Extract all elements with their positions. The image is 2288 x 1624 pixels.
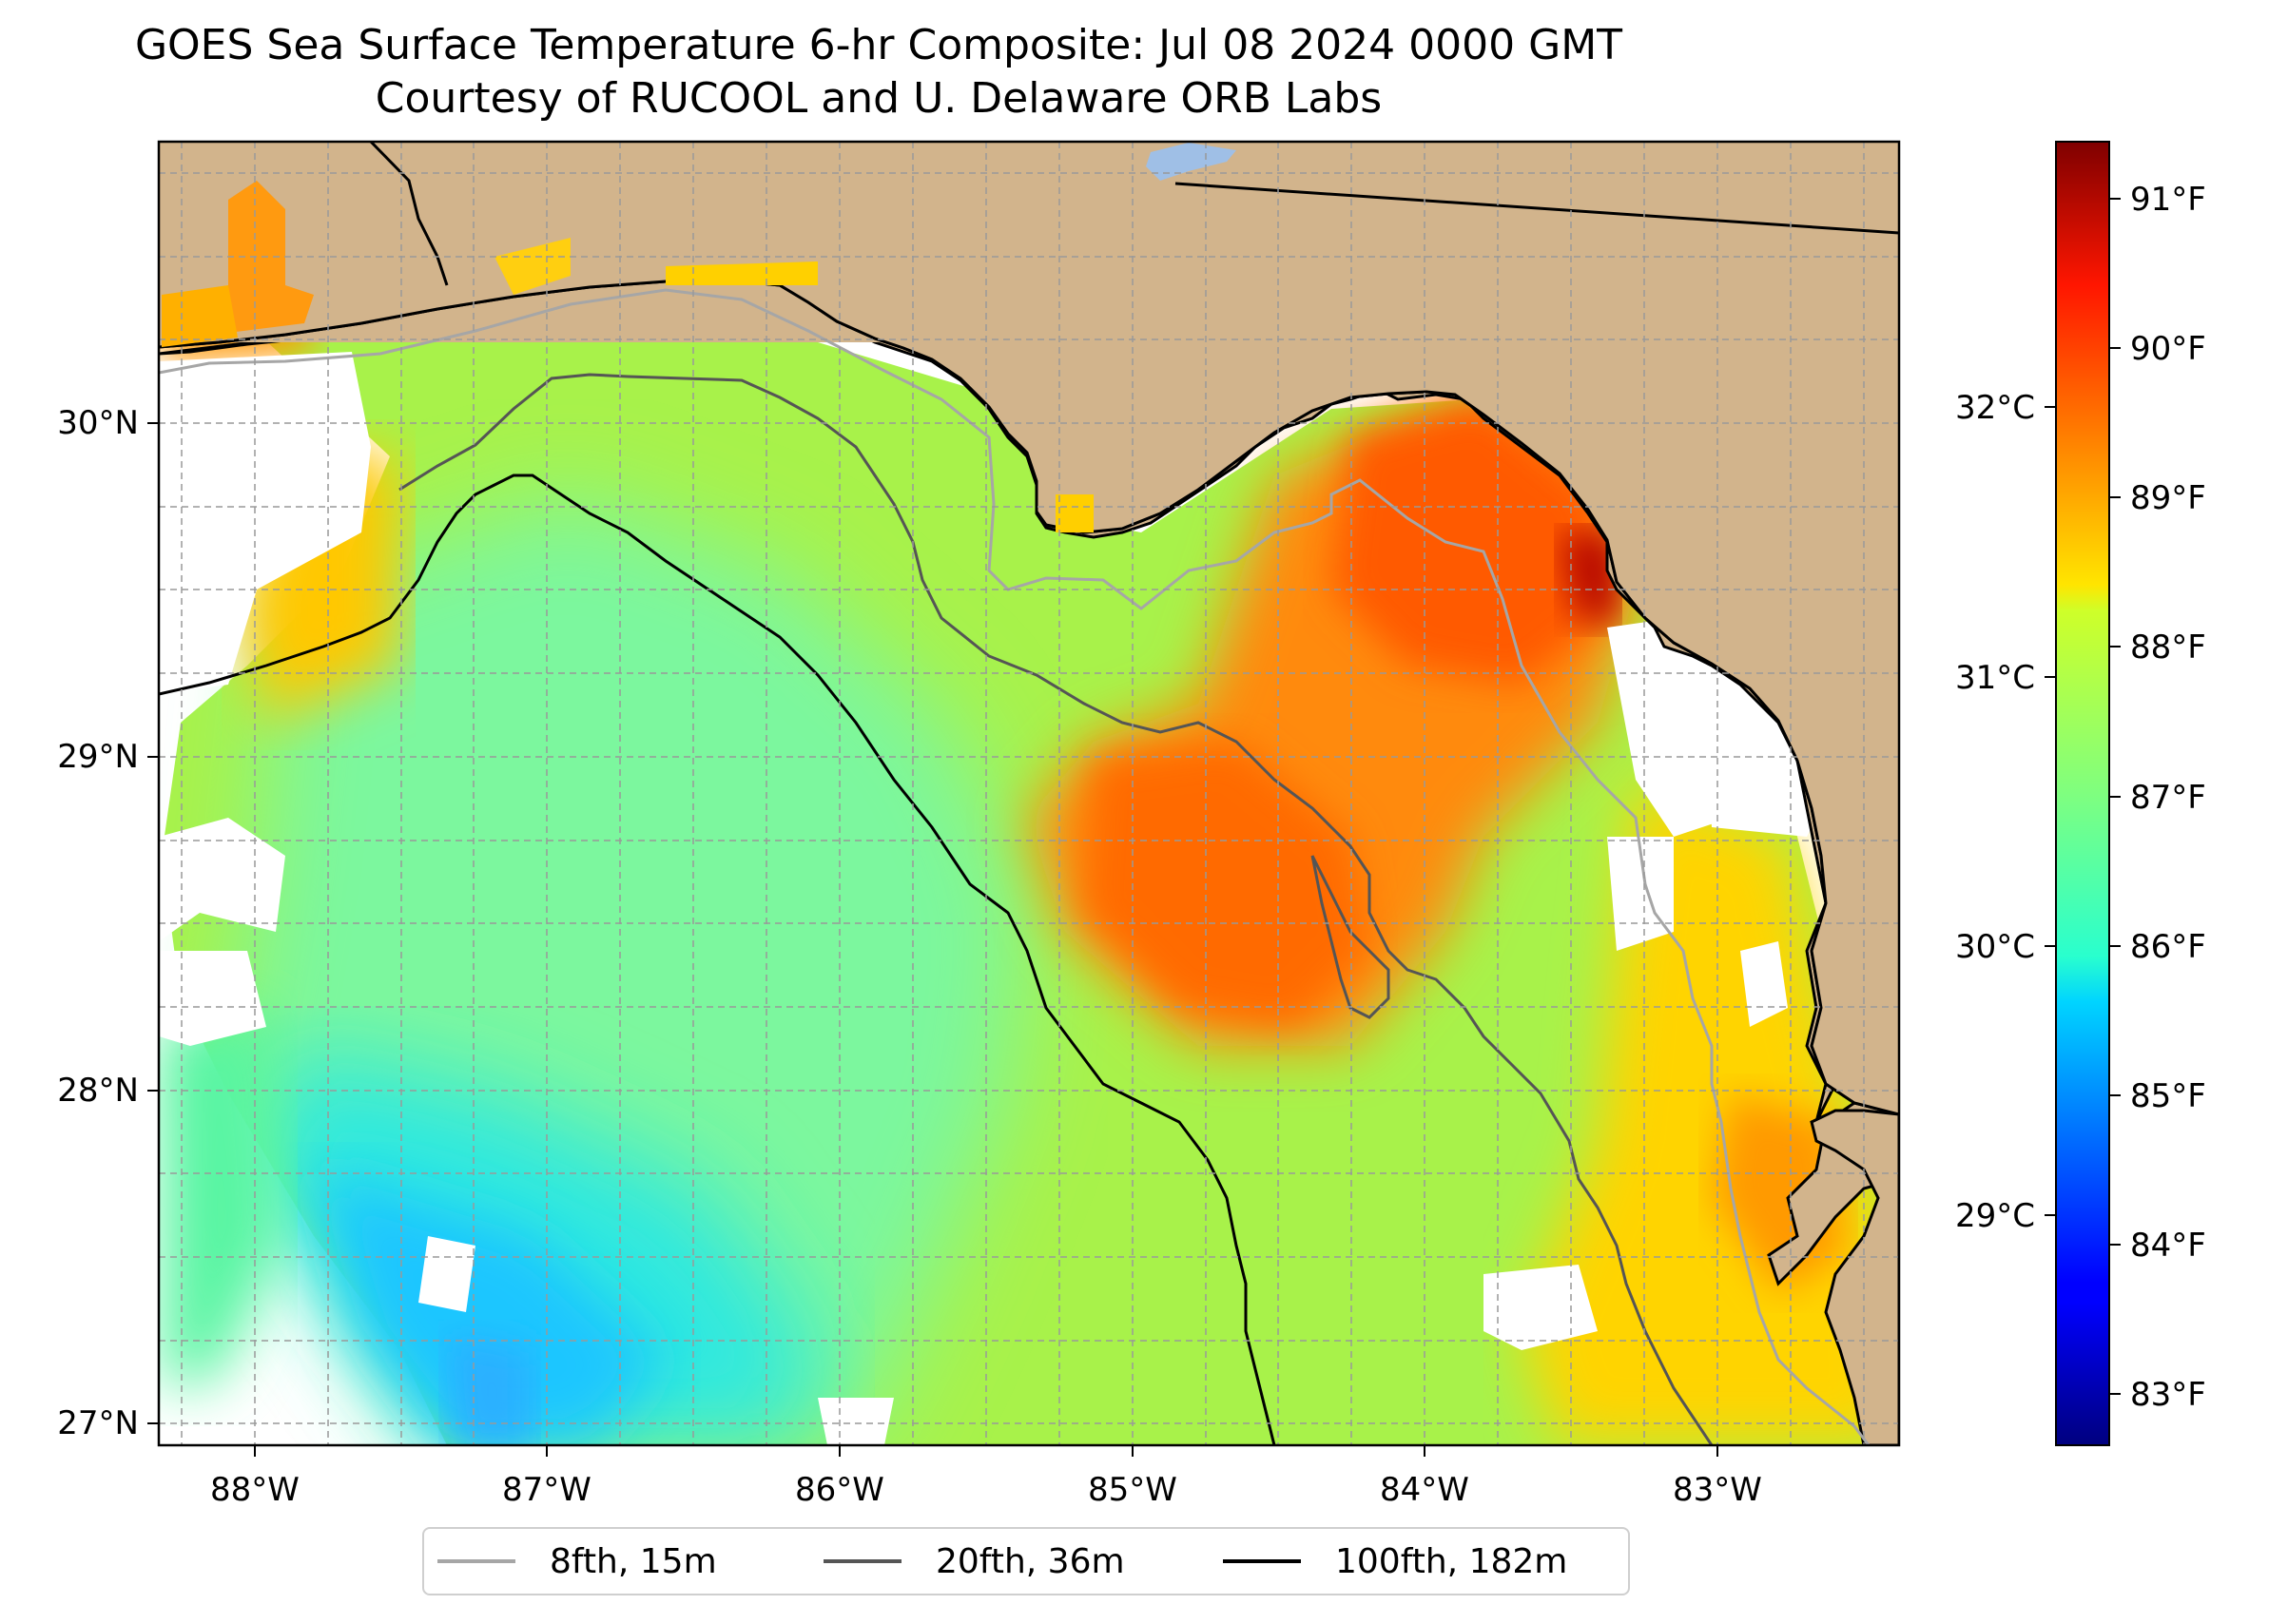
lon-tick-label: 84°W — [1380, 1471, 1469, 1509]
inland-lake — [1146, 143, 1236, 181]
lat-tick-labels: 27°N 28°N 29°N 30°N — [57, 404, 139, 1442]
lon-tick-label: 85°W — [1088, 1471, 1177, 1509]
legend-item-100fth: 100fth, 182m — [1223, 1529, 1567, 1594]
colorbar-f-label: 89°F — [2130, 479, 2206, 517]
legend-swatch-8fth — [437, 1559, 515, 1563]
lon-tick-label: 87°W — [502, 1471, 591, 1509]
colorbar-c-label: 29°C — [1955, 1197, 2035, 1235]
colorbar-c-label: 32°C — [1955, 389, 2035, 427]
legend-swatch-100fth — [1223, 1559, 1301, 1563]
lat-tick-label: 30°N — [57, 404, 139, 442]
lat-tick-label: 28°N — [57, 1072, 139, 1110]
lat-tick-label: 29°N — [57, 738, 139, 776]
legend-label: 100fth, 182m — [1335, 1541, 1568, 1581]
gridlines — [159, 142, 1899, 1445]
colorbar-f-label: 83°F — [2130, 1376, 2206, 1414]
lon-tick-label: 83°W — [1673, 1471, 1762, 1509]
colorbar — [2055, 141, 2110, 1446]
bay-warm-2 — [162, 285, 238, 347]
legend-item-20fth: 20fth, 36m — [824, 1529, 1125, 1594]
land-tampa — [1810, 1109, 1899, 1445]
colorbar-f-label: 90°F — [2130, 330, 2206, 368]
land-fill-east — [159, 142, 1899, 1114]
contour-legend: 8fth, 15m 20fth, 36m 100fth, 182m — [422, 1527, 1630, 1595]
state-border — [1174, 182, 1899, 235]
lon-tick-label: 88°W — [210, 1471, 300, 1509]
colorbar-f-label: 85°F — [2130, 1077, 2206, 1115]
colorbar-f-label: 87°F — [2130, 779, 2206, 817]
lon-tick-labels: 88°W 87°W 86°W 85°W 84°W 83°W — [210, 1471, 1762, 1509]
colorbar-ticks — [2045, 198, 2121, 1395]
colorbar-f-label: 91°F — [2130, 181, 2206, 219]
map-title: GOES Sea Surface Temperature 6-hr Compos… — [134, 21, 1623, 69]
bay-warm-1 — [228, 181, 314, 333]
colorbar-c-label: 30°C — [1955, 928, 2035, 966]
contour-20fth — [398, 373, 1714, 1445]
bay-warm-5 — [1056, 494, 1094, 532]
contour-100fth — [159, 474, 1276, 1445]
legend-label: 8fth, 15m — [550, 1541, 717, 1581]
map-panel — [159, 142, 1899, 1445]
colorbar-f-label: 86°F — [2130, 928, 2206, 966]
axis-ticks — [147, 422, 1718, 1457]
bay-warm-3 — [494, 238, 571, 295]
river-nw — [369, 142, 449, 286]
legend-item-8fth: 8fth, 15m — [437, 1529, 717, 1594]
bay-warm-4 — [666, 261, 818, 285]
colorbar-f-labels: 83°F 84°F 85°F 86°F 87°F 88°F 89°F 90°F … — [2130, 181, 2206, 1414]
lat-tick-label: 27°N — [57, 1404, 139, 1442]
no-data-patches — [159, 352, 1835, 1445]
colorbar-c-labels: 29°C 30°C 31°C 32°C — [1955, 389, 2035, 1235]
legend-swatch-20fth — [824, 1559, 902, 1563]
colorbar-c-label: 31°C — [1955, 659, 2035, 697]
lon-tick-label: 86°W — [795, 1471, 884, 1509]
legend-label: 20fth, 36m — [936, 1541, 1125, 1581]
colorbar-f-label: 84°F — [2130, 1227, 2206, 1265]
map-subtitle: Courtesy of RUCOOL and U. Delaware ORB L… — [375, 74, 1383, 123]
map-frame — [157, 140, 1901, 1447]
colorbar-f-label: 88°F — [2130, 628, 2206, 667]
contour-8fth — [159, 288, 1871, 1445]
contour-20fth-islands — [1310, 855, 1390, 1019]
sst-field — [162, 238, 1899, 1445]
